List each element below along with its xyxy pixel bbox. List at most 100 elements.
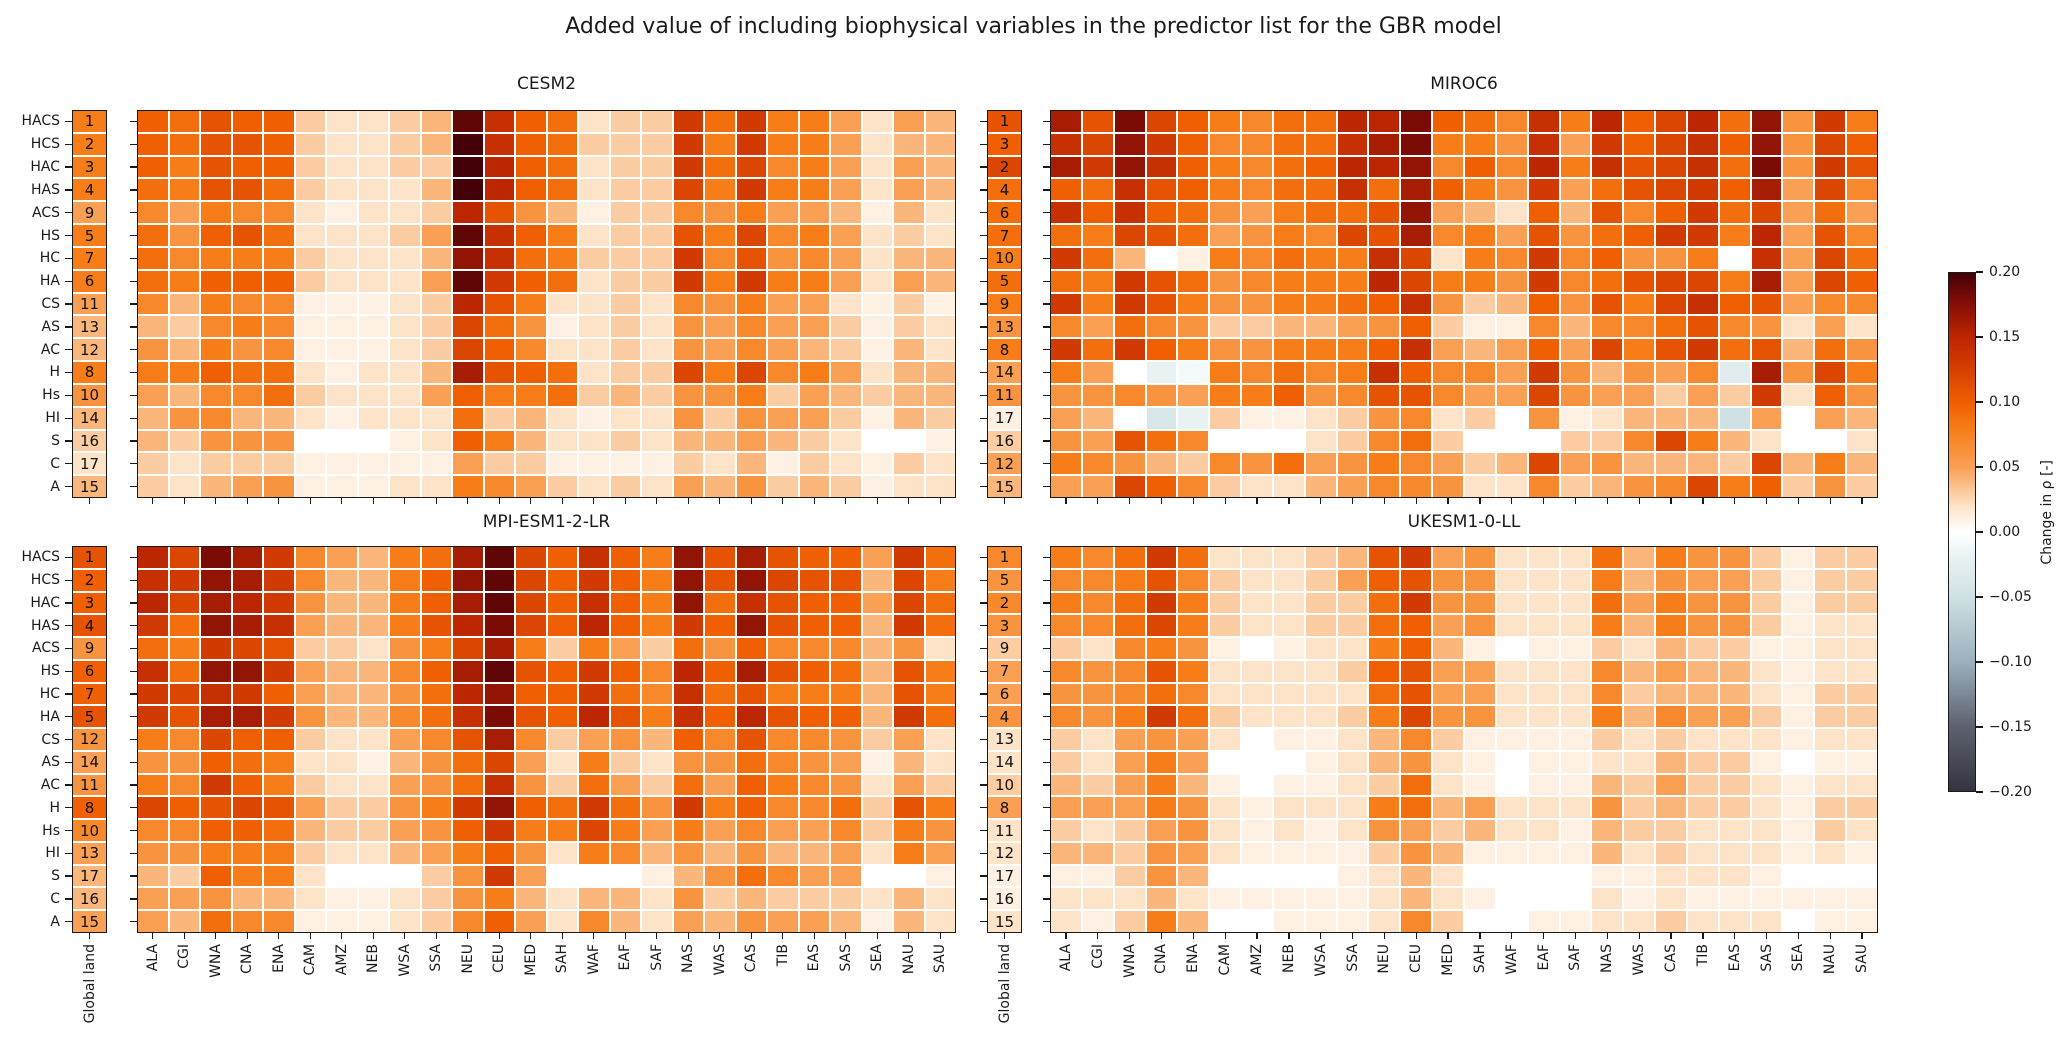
x-axis-label: NAU [900, 944, 917, 975]
heatmap-cell [484, 202, 514, 224]
heatmap-cell [1624, 339, 1655, 361]
heatmap-cell [1719, 774, 1750, 796]
x-tick [1861, 498, 1863, 504]
heatmap-cell [1051, 407, 1081, 429]
heatmap-cell [1592, 911, 1623, 932]
heatmap-cell [516, 453, 546, 475]
heatmap-cell [201, 407, 231, 429]
heatmap-cell [327, 751, 357, 773]
heatmap-cell [1592, 179, 1623, 201]
heatmap-cell [484, 842, 514, 864]
heatmap-cell [799, 660, 829, 682]
heatmap-cell [1656, 615, 1686, 637]
heatmap-cell [232, 339, 262, 361]
heatmap-cell [610, 384, 640, 406]
y-tick [980, 761, 987, 763]
rank-cell: 11 [988, 820, 1021, 841]
heatmap-cell [1783, 911, 1814, 932]
heatmap-cell [610, 683, 640, 705]
y-axis-label: S [51, 432, 60, 449]
rank-cell: 13 [73, 316, 106, 338]
heatmap-cell [579, 615, 609, 637]
heatmap-cell [295, 430, 325, 452]
heatmap-cell [1560, 842, 1591, 864]
heatmap-cell [1528, 453, 1559, 475]
heatmap-cell [1656, 111, 1686, 132]
heatmap-cell [1433, 911, 1463, 932]
heatmap-cell [358, 339, 388, 361]
heatmap-cell [1051, 569, 1081, 591]
x-tick [1003, 498, 1006, 504]
heatmap-cell [264, 774, 294, 796]
heatmap-cell [327, 797, 357, 819]
heatmap-cell [1210, 362, 1241, 383]
y-tick [130, 349, 137, 351]
heatmap-cell [232, 820, 262, 841]
heatmap-cell [673, 362, 703, 383]
heatmap-cell [736, 270, 766, 292]
rank-column-cesm2: 1 2 3 4 9 5 7 6 11 13 12 8 10 14 16 17 15 [72, 110, 107, 498]
heatmap-cell [1369, 225, 1400, 246]
heatmap-cell [201, 547, 231, 568]
heatmap-cell [484, 888, 514, 910]
heatmap-cell [1592, 751, 1623, 773]
heatmap-cell [1146, 247, 1177, 269]
heatmap-cell [1210, 592, 1241, 614]
heatmap-cell [1719, 751, 1750, 773]
heatmap-cell [547, 615, 577, 637]
heatmap-cell [1433, 888, 1463, 910]
heatmap-cell [1719, 729, 1750, 750]
heatmap-cell [1687, 660, 1718, 682]
heatmap-cell [1496, 111, 1527, 132]
heatmap-cell [1433, 202, 1463, 224]
heatmap-cell [264, 111, 294, 132]
heatmap-cell [232, 592, 262, 614]
heatmap-cell [894, 407, 924, 429]
x-tick [1543, 933, 1545, 939]
heatmap-cell [1624, 430, 1655, 452]
y-axis-label: ACS [32, 204, 60, 221]
heatmap-cell [1242, 225, 1272, 246]
x-tick [1447, 498, 1449, 504]
heatmap-cell [610, 865, 640, 887]
y-tick [65, 463, 72, 465]
heatmap-cell [327, 820, 357, 841]
rank-cell: 2 [73, 569, 106, 591]
heatmap-cell [1815, 888, 1846, 910]
heatmap-cell [1751, 133, 1782, 155]
heatmap-cell [1560, 476, 1591, 497]
heatmap-cell [1082, 362, 1113, 383]
heatmap-cell [1687, 911, 1718, 932]
heatmap-cell [169, 476, 199, 497]
heatmap-cell [1783, 179, 1814, 201]
heatmap-cell [705, 547, 735, 568]
heatmap-cell [1146, 133, 1177, 155]
y-tick [65, 670, 72, 672]
heatmap-miroc6 [1050, 110, 1878, 498]
heatmap-cell [1847, 293, 1877, 315]
heatmap-cell [358, 384, 388, 406]
heatmap-cell [1433, 407, 1463, 429]
x-tick [1447, 933, 1449, 939]
heatmap-cell [894, 774, 924, 796]
heatmap-cell [1687, 407, 1718, 429]
heatmap-cell [484, 729, 514, 750]
heatmap-cell [799, 202, 829, 224]
heatmap-cell [1082, 430, 1113, 452]
y-axis-label: AC [40, 341, 60, 358]
heatmap-cell [390, 729, 420, 750]
x-tick [1224, 498, 1226, 504]
heatmap-cell [894, 133, 924, 155]
heatmap-cell [736, 751, 766, 773]
x-tick [1383, 498, 1386, 504]
heatmap-cell [1433, 225, 1463, 246]
heatmap-cell [327, 453, 357, 475]
heatmap-cell [736, 476, 766, 497]
heatmap-cell [516, 362, 546, 383]
y-tick [130, 784, 137, 786]
heatmap-cell [232, 362, 262, 383]
y-tick [980, 326, 987, 328]
heatmap-cell [1592, 270, 1623, 292]
y-axis-label: HS [40, 227, 60, 244]
heatmap-cell [484, 293, 514, 315]
